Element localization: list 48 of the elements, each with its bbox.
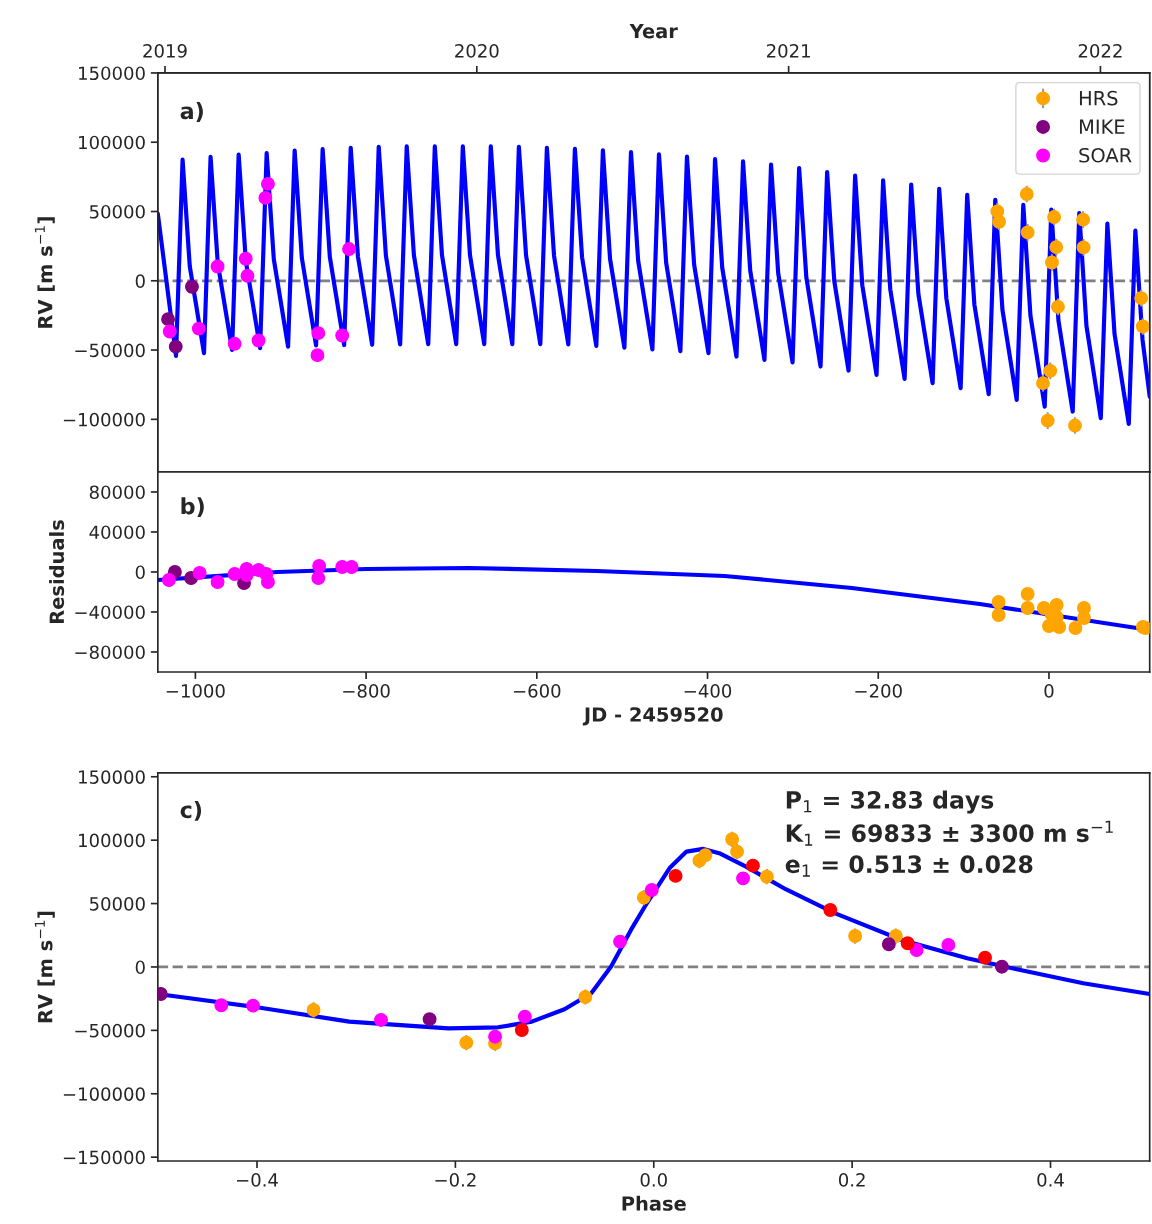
y-axis-title: RV [m s$^{−1}$] xyxy=(34,217,55,328)
y-tick-label: −100000 xyxy=(63,1087,145,1101)
x2-tick-label: 2021 xyxy=(766,43,810,58)
x-axis-title: Phase xyxy=(622,1195,686,1211)
annotation: c) xyxy=(180,801,202,821)
x2-tick-label: 2020 xyxy=(455,43,499,58)
y-tick-label: −100000 xyxy=(63,412,145,427)
annotation: e$_{1}$ = 0.513 ± 0.028 xyxy=(785,855,1033,877)
annotation: K$_{1}$ = 69833 ± 3300 m s$^{−1}$ xyxy=(786,820,1113,846)
y-tick-label: 0 xyxy=(135,274,145,288)
legend-label: HRS xyxy=(1079,90,1118,106)
y-tick-label: 100000 xyxy=(79,833,145,848)
legend-label: MIKE xyxy=(1079,119,1125,134)
y-tick-label: 50000 xyxy=(89,897,145,911)
y-tick-label: 0 xyxy=(135,960,145,975)
annotation: a) xyxy=(180,102,203,122)
y-tick-label: −50000 xyxy=(75,1023,145,1038)
y-tick-label: −40000 xyxy=(75,605,145,620)
y-tick-label: −80000 xyxy=(75,645,145,660)
y-tick-label: 150000 xyxy=(79,66,145,81)
x-tick-label: −0.4 xyxy=(237,1173,278,1187)
x-tick-label: −200 xyxy=(855,684,902,698)
x-tick-label: −1000 xyxy=(166,684,225,698)
y-tick-label: 40000 xyxy=(89,525,145,540)
y-tick-label: −50000 xyxy=(75,343,145,358)
x-tick-label: 0 xyxy=(1044,684,1054,698)
x-tick-label: 0.2 xyxy=(838,1173,865,1187)
y-axis-title: Residuals xyxy=(49,520,65,623)
x-tick-label: −800 xyxy=(343,684,390,698)
y-tick-label: 100000 xyxy=(79,135,145,150)
annotation: P$_{1}$ = 32.83 days xyxy=(786,790,994,814)
legend-label: SOAR xyxy=(1079,147,1132,163)
x2-tick-label: 2019 xyxy=(143,43,187,58)
x-tick-label: 0.0 xyxy=(640,1173,667,1187)
x2-axis-title: Year xyxy=(629,23,678,39)
y-tick-label: 80000 xyxy=(89,485,145,500)
x-tick-label: −0.2 xyxy=(435,1173,476,1187)
y-tick-label: 0 xyxy=(135,565,145,580)
x-tick-label: −600 xyxy=(513,684,561,698)
x-tick-label: 0.4 xyxy=(1037,1173,1064,1187)
x-tick-label: −400 xyxy=(684,684,732,698)
x2-tick-label: 2022 xyxy=(1078,43,1122,58)
annotation: b) xyxy=(181,497,204,518)
y-tick-label: 50000 xyxy=(89,204,145,219)
x-axis-title: JD - 2459520 xyxy=(582,707,723,726)
y-axis-title: RV [m s$^{−1}$] xyxy=(34,911,55,1023)
y-tick-label: 150000 xyxy=(79,770,145,784)
y-tick-label: −150000 xyxy=(63,1150,145,1165)
